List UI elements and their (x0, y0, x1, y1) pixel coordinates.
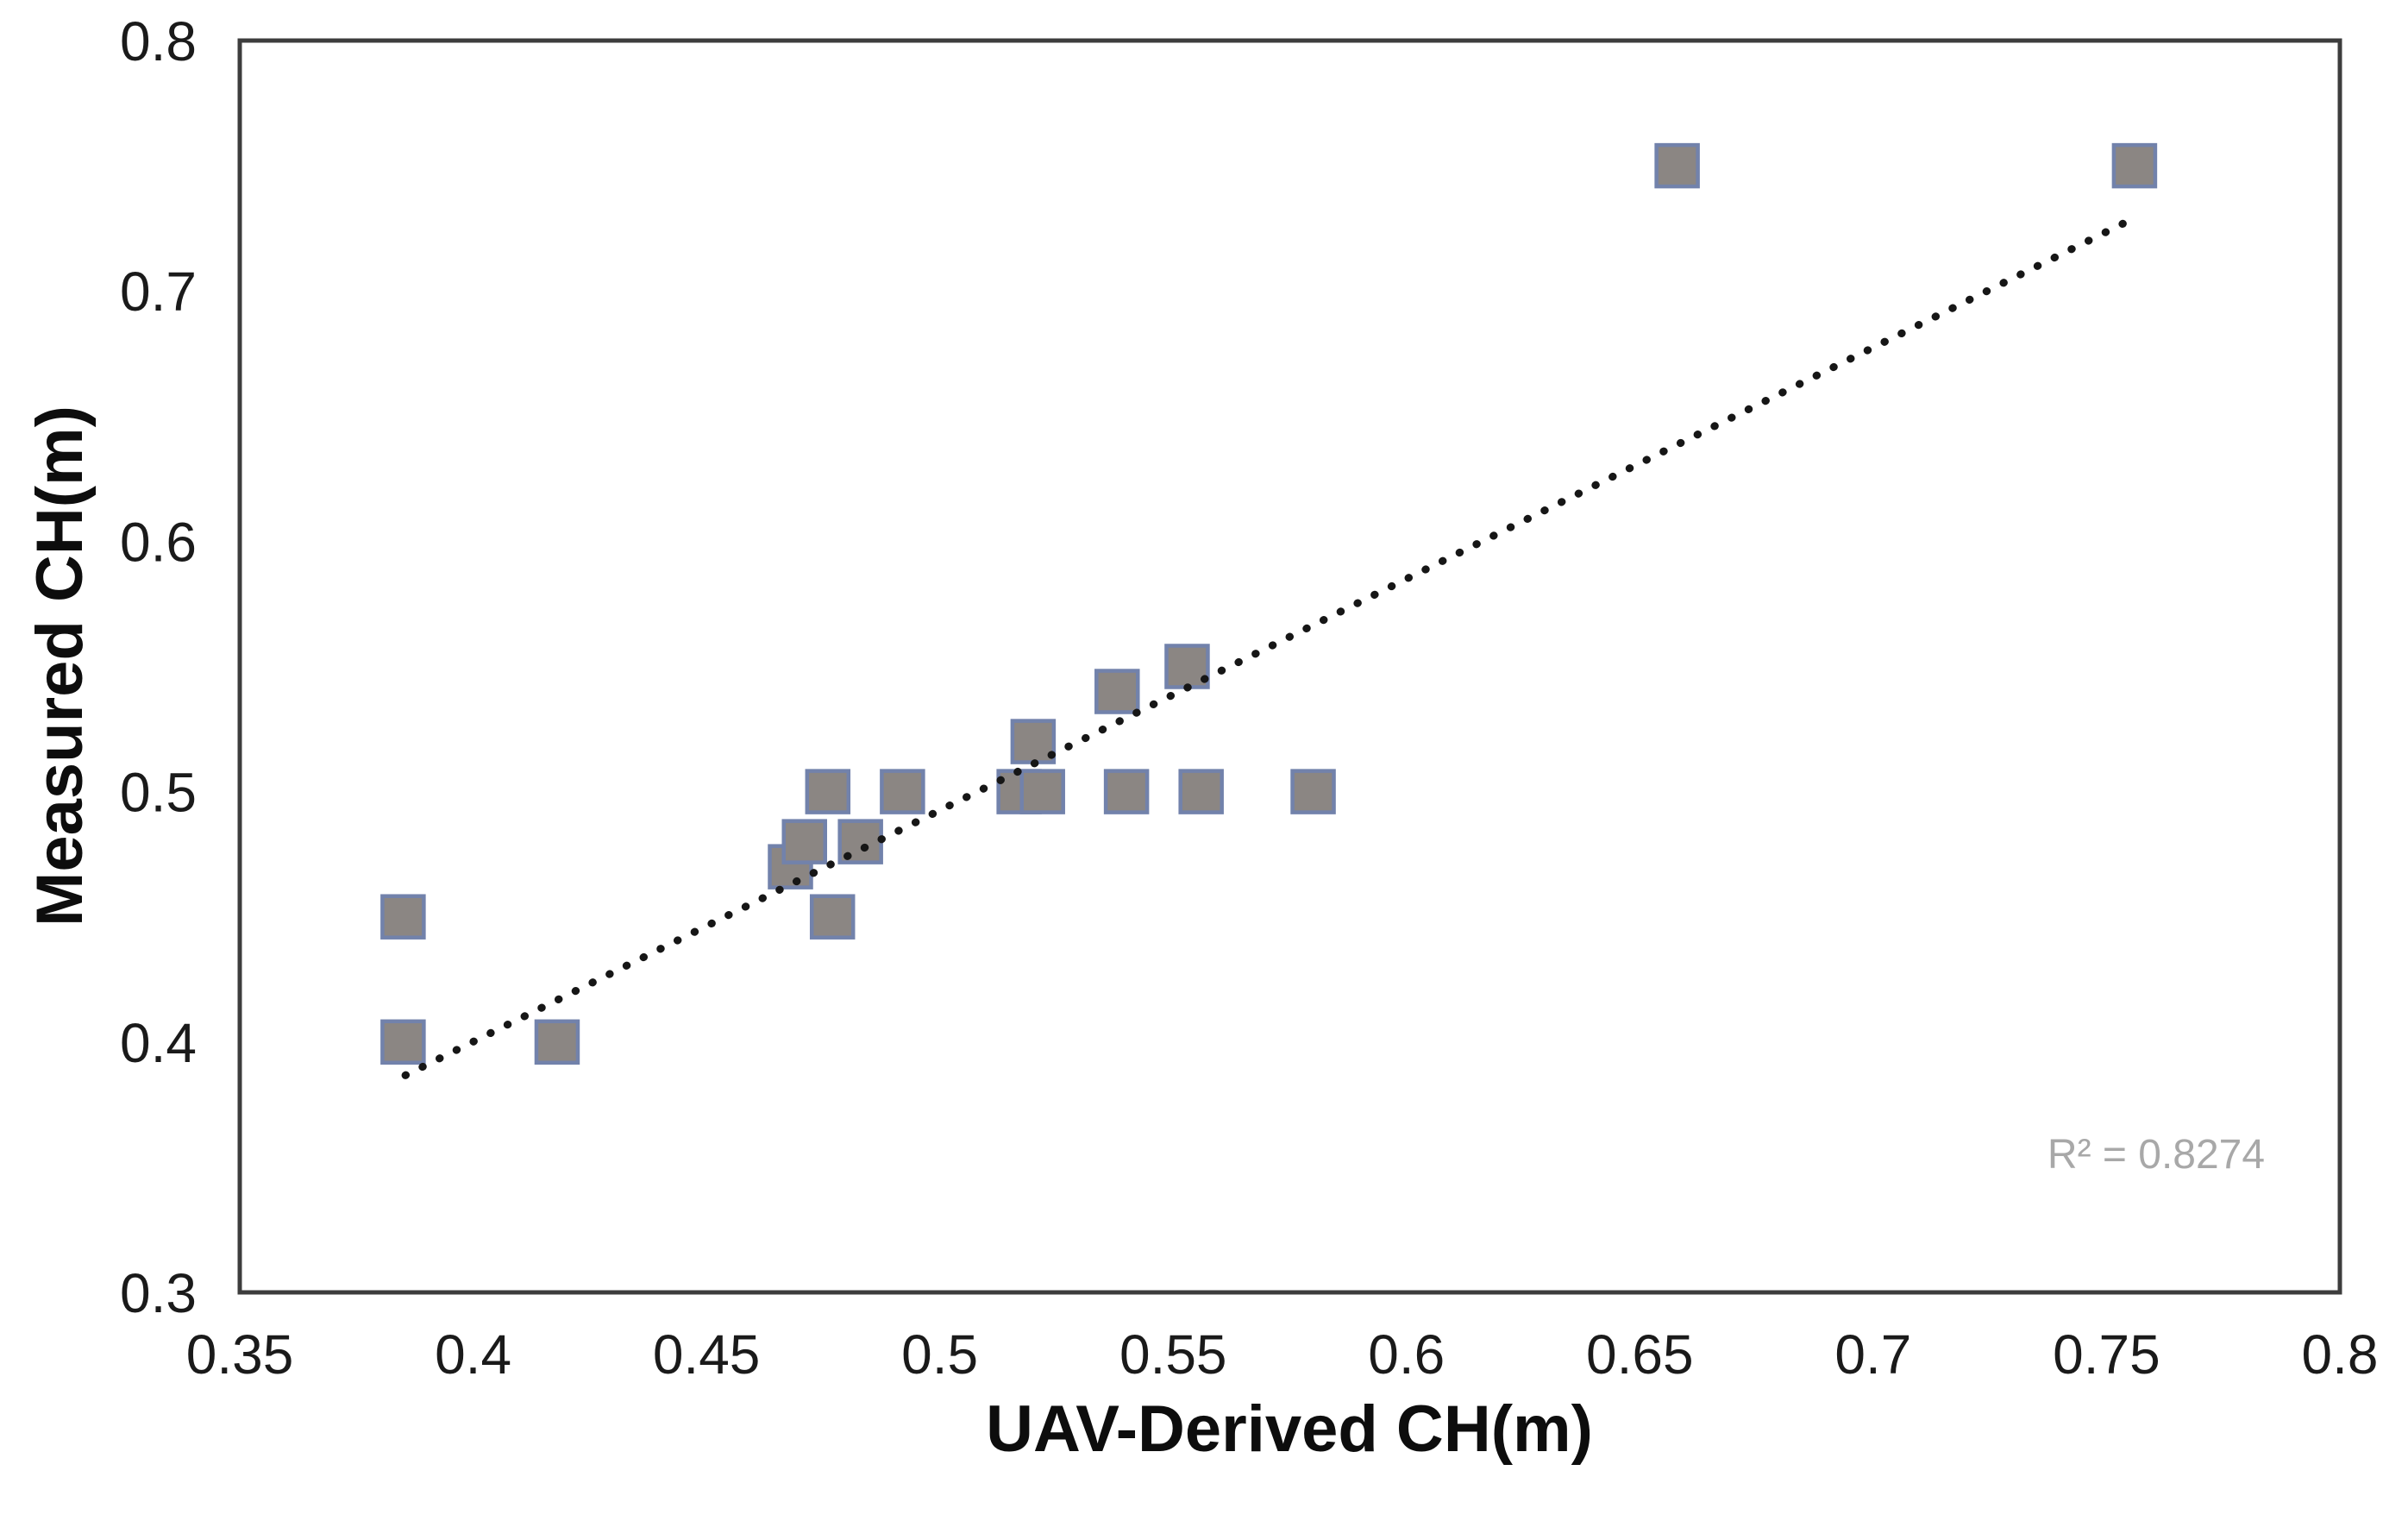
x-tick-label: 0.8 (2302, 1323, 2379, 1386)
data-point-marker (1019, 769, 1065, 814)
x-tick-label: 0.6 (1368, 1323, 1445, 1386)
y-tick-label: 0.8 (120, 10, 197, 72)
x-tick-label: 0.45 (653, 1323, 761, 1386)
x-tick-label: 0.35 (186, 1323, 294, 1386)
data-point-marker (805, 769, 851, 814)
data-point-marker (2111, 142, 2158, 189)
x-tick-label: 0.7 (1834, 1323, 1911, 1386)
y-tick-label: 0.4 (120, 1012, 197, 1074)
data-point-marker (380, 1019, 426, 1065)
x-tick-label: 0.4 (435, 1323, 511, 1386)
y-tick-label: 0.6 (120, 511, 197, 573)
trendline-dotted (401, 215, 2136, 1079)
x-tick-label: 0.75 (2053, 1323, 2160, 1386)
data-point-marker (768, 844, 813, 889)
x-tick-label: 0.65 (1586, 1323, 1694, 1386)
data-point-marker (809, 894, 856, 940)
data-point-marker (880, 769, 925, 814)
data-point-marker (781, 819, 827, 864)
data-point-marker (1094, 669, 1140, 714)
data-point-marker (1654, 142, 1700, 189)
x-tick-label: 0.55 (1119, 1323, 1227, 1386)
plot-area (237, 38, 2342, 1295)
data-point-marker (1010, 719, 1057, 764)
y-tick-label: 0.5 (120, 762, 197, 824)
y-tick-label: 0.3 (120, 1262, 197, 1324)
data-points (380, 142, 2158, 1065)
y-axis-tick-labels: 0.8 0.7 0.6 0.5 0.4 0.3 (120, 10, 197, 1324)
y-tick-label: 0.7 (120, 261, 197, 323)
data-point-marker (380, 894, 426, 940)
data-point-marker (1290, 769, 1336, 814)
data-point-marker (1103, 769, 1150, 814)
r-squared-label: R² = 0.8274 (2047, 1132, 2265, 1178)
x-axis-title: UAV-Derived CH(m) (986, 1392, 1593, 1466)
data-point-marker (1178, 769, 1224, 814)
x-axis-tick-labels: 0.35 0.4 0.45 0.5 0.55 0.6 0.65 0.7 0.75 0.8 (186, 1323, 2379, 1386)
y-axis-title: Measured CH(m) (23, 405, 97, 927)
data-point-marker (534, 1019, 580, 1065)
x-tick-label: 0.5 (901, 1323, 978, 1386)
